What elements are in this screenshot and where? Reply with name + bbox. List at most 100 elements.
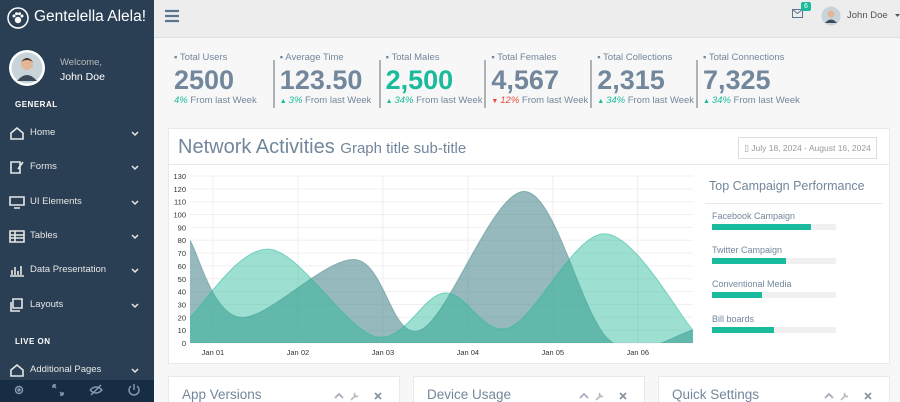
stat-label-text: Total Males	[391, 52, 440, 63]
progress-track	[712, 258, 836, 265]
settings-icon	[840, 392, 849, 401]
progress-bar	[712, 326, 774, 333]
stat-label: ▪ Total Females	[491, 52, 557, 63]
stat-change: ▲ 34% From last Week	[703, 95, 803, 106]
collapse-icon	[824, 392, 834, 399]
stat: ▪ Total Connections 7,325 ▲ 34% From last …	[703, 52, 807, 112]
icon-shape	[9, 230, 25, 243]
settings-icon	[350, 392, 359, 401]
trend-arrow: ▲	[597, 98, 607, 105]
chevron-shape	[131, 268, 139, 274]
mail-badge: 6	[801, 2, 811, 11]
icon-shape	[10, 126, 24, 140]
trend-arrow: ▲	[703, 98, 712, 105]
stat-separator	[378, 60, 381, 108]
change-note: From last Week	[733, 95, 800, 106]
panel-title: Device Usage	[427, 387, 512, 402]
chevron	[131, 234, 139, 239]
stat-change: ▲ 3% From last Week	[280, 95, 380, 106]
y-tick-label: 60	[178, 262, 186, 271]
y-tick-label: 10	[178, 326, 186, 335]
icon-shape	[10, 297, 23, 312]
change-value: 34%	[711, 95, 731, 106]
menu-item[interactable]: Layouts	[0, 297, 154, 313]
icon-shape	[10, 266, 24, 277]
stat-change: 4% From last Week	[174, 95, 274, 106]
stat-label: ▪ Total Males	[385, 52, 440, 63]
progress-track	[712, 224, 836, 230]
date-range-picker[interactable]: ▯ July 18, 2024 - August 16, 2024	[738, 137, 877, 159]
y-tick-label: 70	[178, 249, 186, 258]
stat-value: 2500	[174, 65, 235, 95]
chevron	[131, 268, 139, 274]
sidebar: Gentelella Alela! Welcome, John Doe GENE…	[0, 0, 154, 402]
avatar	[9, 50, 45, 86]
stat-label-text: Total Collections	[603, 52, 673, 63]
chart-subtitle: Graph title sub-title	[340, 140, 467, 157]
y-tick-label: 130	[173, 172, 186, 181]
stat: ▪ Average Time 123.50 ▲ 3% From last Week	[280, 52, 384, 112]
stat-label-text: Total Users	[179, 52, 228, 63]
welcome: Welcome,	[60, 57, 103, 68]
stat-value: 2,500	[385, 65, 454, 95]
stat-label: ▪ Total Connections	[703, 52, 785, 63]
chevron-shape	[131, 234, 139, 239]
campaign-name: Facebook Campaign	[712, 211, 796, 221]
chevron-shape	[131, 165, 139, 171]
y-tick-label: 100	[173, 211, 186, 220]
change-note: From last Week	[627, 95, 695, 106]
campaign-name: Twitter Campaign	[712, 245, 783, 256]
chevron-shape	[131, 368, 139, 373]
change-value: 4%	[174, 95, 188, 106]
stat: ▪ Total Users 2500 4% From last Week	[174, 52, 278, 112]
stat-change: ▲ 34% From last Week	[386, 95, 486, 106]
menu-label: Data Presentation	[30, 264, 107, 276]
chevron	[131, 302, 139, 308]
close-icon	[619, 392, 627, 400]
stat-label: ▪ Total Collections	[597, 52, 673, 63]
stat-value: 4,567	[491, 65, 559, 95]
mail-icon[interactable]	[792, 9, 804, 19]
change-note: From last Week	[416, 95, 483, 106]
y-tick-label: 120	[173, 185, 186, 194]
progress-track	[712, 292, 836, 299]
chevron-shape	[131, 131, 139, 137]
menu-label: Tables	[30, 229, 58, 241]
panel-tools[interactable]	[578, 390, 638, 402]
menu-toggle[interactable]	[164, 8, 180, 24]
menu-item[interactable]: Data Presentation	[0, 264, 154, 278]
top-user[interactable]: John Doe	[847, 10, 888, 21]
stat-value: 2,315	[597, 65, 665, 95]
x-tick-label: Jan 03	[372, 348, 395, 357]
stat: ▪ Total Females 4,567 ▼ 12% From last Week	[491, 52, 595, 112]
y-tick-label: 20	[178, 313, 186, 322]
panel: App Versions	[168, 376, 400, 402]
menu-label: Forms	[30, 161, 57, 173]
brand[interactable]: Gentelella Alela!	[34, 8, 147, 25]
caret	[895, 14, 900, 17]
top-avatar[interactable]	[821, 6, 841, 26]
progress-bar	[712, 224, 812, 230]
menu-item[interactable]: Forms	[0, 161, 154, 175]
divider	[705, 203, 883, 204]
sidebar-footer	[0, 380, 154, 402]
campaign-name: Conventional Media	[712, 279, 792, 290]
menu-item[interactable]: Additional Pages	[0, 363, 154, 378]
stat-separator	[590, 60, 593, 108]
footer-icons[interactable]	[0, 380, 154, 402]
panel: Quick Settings	[658, 376, 890, 402]
chevron	[131, 200, 139, 205]
panel-tools[interactable]	[333, 390, 393, 402]
panel: Device Usage	[413, 376, 645, 402]
campaign-name: Bill boards	[712, 313, 755, 324]
stat-change: ▼ 12% From last Week	[491, 95, 591, 106]
panel-tools[interactable]	[823, 390, 883, 402]
section-title: LIVE ON	[15, 336, 51, 346]
menu-item[interactable]: UI Elements	[0, 196, 154, 210]
trend-arrow: ▼	[491, 98, 501, 105]
stat-label-text: Total Connections	[708, 52, 785, 63]
menu-item[interactable]: Home	[0, 126, 154, 141]
menu-item[interactable]: Tables	[0, 230, 154, 244]
stat-label: ▪ Total Users	[174, 52, 228, 63]
